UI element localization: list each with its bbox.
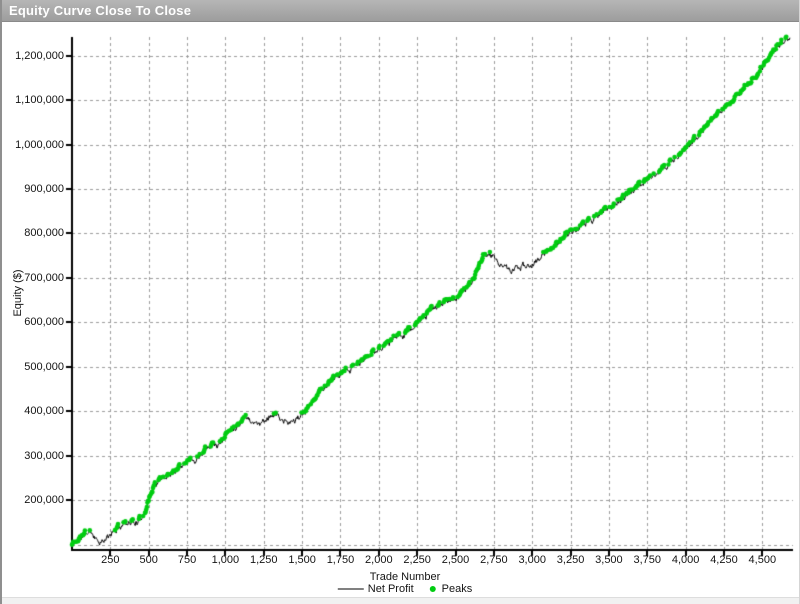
equity-curve-canvas[interactable]: [2, 22, 799, 597]
x-tick-label: 4,500: [748, 554, 777, 566]
y-axis-title: Equity ($): [12, 269, 24, 317]
x-tick-label: 3,750: [633, 554, 662, 566]
y-tick-label: 200,000: [24, 494, 64, 507]
x-tick-label: 4,000: [671, 554, 700, 566]
x-tick-label: 3,000: [518, 554, 546, 566]
legend-item-net-profit: Net Profit: [337, 583, 414, 595]
x-tick-label: 1,250: [249, 554, 278, 566]
legend-label-peaks: Peaks: [441, 583, 473, 595]
y-tick-label: 300,000: [24, 449, 64, 462]
y-tick-label: 700,000: [24, 271, 64, 284]
legend-item-peaks: Peaks: [429, 583, 473, 595]
window-bottom-strip: [2, 597, 799, 604]
x-tick-label: 4,250: [710, 554, 738, 566]
x-axis-title: Trade Number: [369, 571, 441, 583]
equity-chart: 200,000 300,000 400,000 500,000 600,000 700,0…: [2, 22, 799, 597]
y-tick-label: 600,000: [24, 316, 64, 329]
y-tick-label: 400,000: [24, 405, 64, 418]
x-tick-label: 2,250: [403, 554, 431, 566]
x-tick-label: 2,500: [441, 554, 470, 566]
peaks-dot-swatch: [429, 586, 436, 592]
x-tick-label: 2,750: [480, 554, 508, 566]
y-tick-label: 500,000: [24, 360, 64, 373]
chart-legend: Net Profit Peaks: [337, 583, 473, 595]
y-tick-label: 1,200,000: [15, 49, 64, 62]
legend-label-net-profit: Net Profit: [367, 583, 414, 595]
x-tick-label: 1,500: [288, 554, 316, 566]
x-tick-label: 2,000: [365, 554, 393, 566]
x-tick-label: 250: [101, 554, 120, 566]
net-profit-line-swatch: [337, 588, 364, 590]
x-tick-label: 3,500: [595, 554, 623, 566]
y-tick-label: 1,000,000: [15, 138, 64, 151]
y-tick-label: 1,100,000: [15, 94, 64, 107]
x-tick-label: 1,750: [326, 554, 355, 566]
y-tick-label: 900,000: [24, 183, 64, 196]
x-tick-label: 1,000: [211, 554, 240, 566]
y-tick-label: 800,000: [24, 227, 64, 240]
x-tick-label: 3,250: [556, 554, 585, 566]
x-tick-label: 500: [139, 554, 158, 566]
window-title: Equity Curve Close To Close: [9, 3, 192, 18]
window-titlebar[interactable]: Equity Curve Close To Close: [2, 0, 799, 22]
x-tick-label: 750: [177, 554, 197, 566]
